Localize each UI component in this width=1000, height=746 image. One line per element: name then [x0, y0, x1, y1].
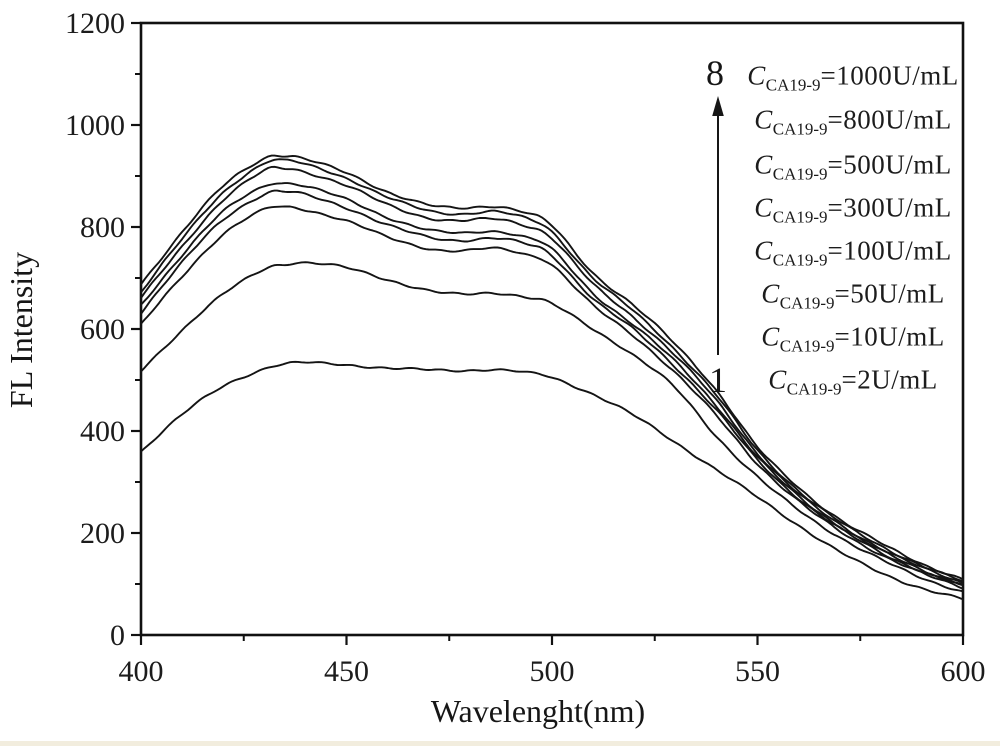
curve-500U/mL — [140, 165, 964, 585]
y-tick-label: 1200 — [65, 7, 125, 40]
arrow-head-icon — [712, 96, 724, 116]
curve-order-annotation: 8 1 — [706, 53, 727, 400]
x-tick-label: 450 — [324, 655, 369, 688]
curve-300U/mL — [140, 182, 964, 587]
x-tick-label: 600 — [941, 655, 986, 688]
x-tick-label: 500 — [530, 655, 575, 688]
arrow-top-label: 8 — [706, 53, 724, 93]
spectra-curves — [140, 154, 964, 601]
scan-edge-artifact — [0, 741, 1000, 746]
plot-frame — [139, 21, 965, 637]
axis-ticks — [131, 21, 965, 645]
y-tick-label: 800 — [80, 211, 125, 244]
y-tick-label: 1000 — [65, 109, 125, 142]
plot-border — [139, 21, 965, 637]
curve-100U/mL — [140, 189, 964, 586]
y-axis-label: FL Intensity — [3, 252, 39, 408]
y-tick-label: 400 — [80, 415, 125, 448]
x-tick-label: 400 — [119, 655, 164, 688]
x-axis-label: Wavelenght(nm) — [431, 693, 645, 729]
curve-800U/mL — [140, 158, 964, 583]
axis-tick-labels: 400 450 500 550 600 0 200 400 600 800 1000 1200 — [65, 7, 986, 688]
y-tick-label: 200 — [80, 517, 125, 550]
curve-2U/mL — [140, 360, 964, 601]
y-tick-label: 0 — [110, 619, 125, 652]
curve-1000U/mL — [140, 154, 964, 581]
curve-50U/mL — [140, 205, 964, 590]
y-tick-label: 600 — [80, 313, 125, 346]
x-tick-label: 550 — [735, 655, 780, 688]
curve-10U/mL — [140, 261, 964, 593]
arrow-bottom-label: 1 — [709, 360, 727, 400]
